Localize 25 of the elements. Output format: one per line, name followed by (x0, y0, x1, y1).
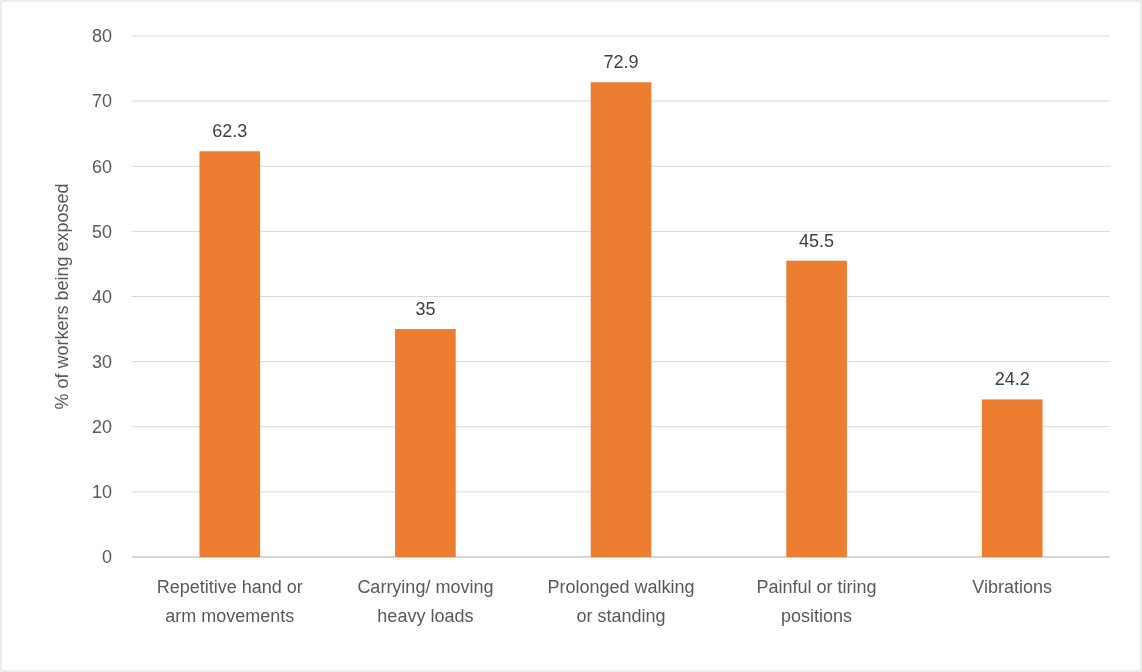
data-label: 45.5 (799, 230, 835, 251)
data-label: 35 (415, 299, 436, 320)
bar (786, 260, 847, 557)
y-tick-label: 50 (91, 221, 112, 242)
y-axis-title: % of workers being exposed (52, 183, 72, 410)
bar (199, 151, 261, 557)
y-tick-label: 30 (91, 351, 112, 372)
y-tick-label: 10 (91, 482, 112, 503)
x-tick-label: Carrying/ moving heavy loads (357, 577, 494, 626)
x-tick-label: Painful or tiring positions (756, 577, 877, 626)
x-tick-label: Repetitive hand or arm movements (156, 577, 303, 626)
bar (590, 82, 652, 557)
bar (981, 399, 1043, 557)
y-tick-label: 70 (91, 91, 112, 112)
bar (395, 329, 456, 557)
data-label: 24.2 (994, 369, 1030, 390)
y-tick-label: 60 (91, 156, 112, 177)
data-label: 72.9 (603, 52, 639, 73)
y-tick-label: 20 (91, 417, 112, 438)
y-tick-label: 0 (101, 547, 112, 568)
y-tick-label: 80 (91, 26, 112, 47)
data-label: 62.3 (212, 121, 248, 142)
x-tick-label: Prolonged walking or standing (547, 577, 695, 626)
x-tick-label: Vibrations (972, 577, 1053, 597)
y-tick-label: 40 (91, 286, 112, 307)
